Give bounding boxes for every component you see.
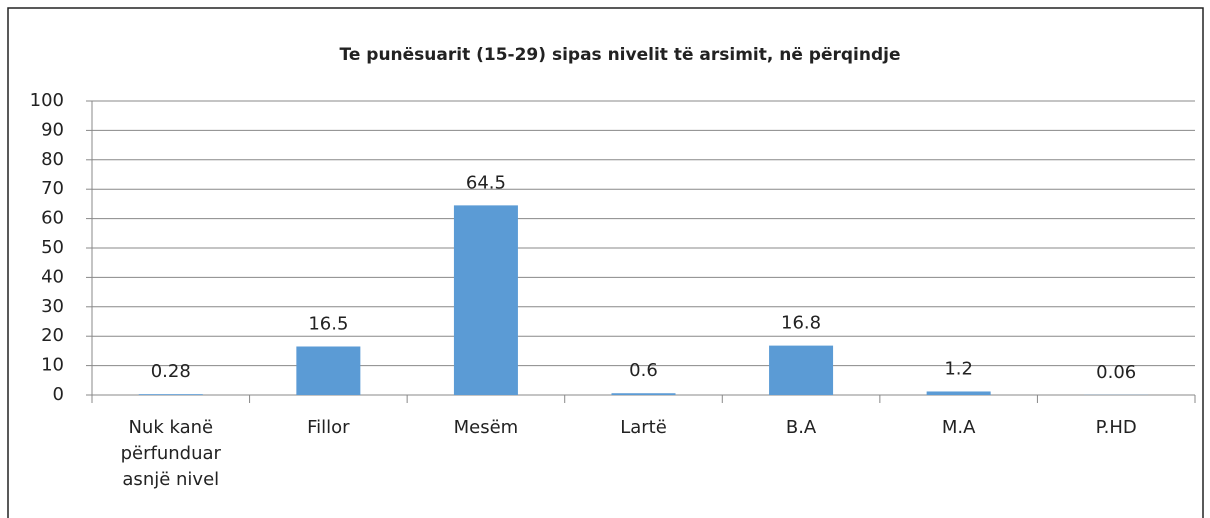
x-tick-label: P.HD	[1095, 417, 1137, 438]
bar	[769, 345, 834, 395]
x-tick-label: Lartë	[620, 417, 667, 438]
x-tick-label: M.A	[941, 417, 976, 438]
data-label: 64.5	[466, 172, 506, 193]
bar	[138, 394, 203, 395]
bar	[296, 346, 361, 395]
bar	[926, 391, 991, 395]
data-label: 0.28	[151, 361, 191, 382]
y-tick-label: 20	[41, 325, 64, 346]
y-tick-label: 60	[41, 208, 64, 229]
chart-title: Te punësuarit (15-29) sipas nivelit të a…	[339, 45, 900, 65]
x-tick-label: Mesëm	[453, 417, 519, 438]
y-tick-label: 0	[53, 384, 64, 405]
x-tick-label: Nuk kanë përfunduar asnjë nivel	[120, 417, 221, 490]
y-tick-label: 40	[41, 266, 64, 287]
data-label: 1.2	[944, 358, 973, 379]
data-label: 0.6	[629, 360, 658, 381]
bar	[453, 205, 518, 395]
data-label: 0.06	[1096, 362, 1136, 383]
y-tick-label: 50	[41, 237, 64, 258]
data-label: 16.8	[781, 313, 821, 334]
data-label: 16.5	[308, 313, 348, 334]
y-tick-label: 100	[30, 90, 64, 111]
bar	[611, 393, 676, 395]
y-tick-label: 90	[41, 119, 64, 140]
x-tick-label: B.A	[785, 417, 817, 438]
y-tick-label: 80	[41, 149, 64, 170]
y-tick-label: 10	[41, 355, 64, 376]
y-tick-label: 70	[41, 178, 64, 199]
y-tick-label: 30	[41, 296, 64, 317]
chart-border	[7, 7, 1204, 518]
x-tick-label: Fillor	[307, 417, 350, 438]
